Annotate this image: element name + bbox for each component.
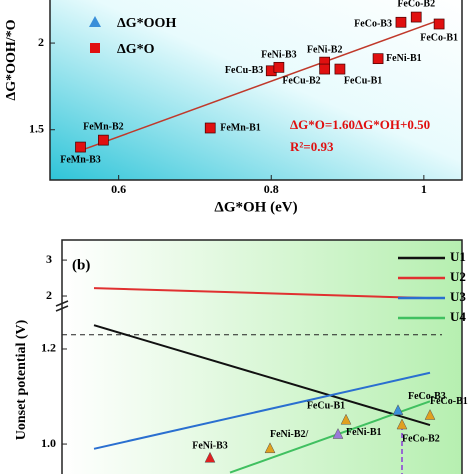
x-tick-label: 0.6 — [111, 182, 126, 196]
point-label: FeNi-B3 — [261, 50, 297, 61]
point — [395, 16, 407, 28]
y-tick-label: 2 — [38, 35, 44, 49]
y-tick-label: 1.5 — [29, 121, 44, 135]
legend-label: ΔG*OOH — [117, 16, 176, 31]
y-tick-label: 3 — [46, 252, 52, 266]
point — [433, 18, 445, 30]
point-label: FeCo-B2 — [397, 0, 435, 9]
axis-break — [55, 300, 69, 312]
y-tick-label: 1.0 — [41, 436, 56, 450]
point-label: FeMn-B3 — [60, 154, 101, 165]
point — [340, 413, 352, 425]
point — [204, 451, 216, 463]
y-label-a: ΔG*OOH/*O — [4, 19, 19, 100]
panel-label: (b) — [72, 257, 90, 273]
point — [424, 408, 436, 420]
point-label: FeCo-B2 — [402, 433, 440, 444]
legend-label: U2 — [450, 269, 466, 284]
x-label-a: ΔG*OH (eV) — [214, 199, 297, 215]
panel-b-frame — [61, 239, 463, 474]
point — [410, 11, 422, 23]
legend-marker — [90, 43, 100, 53]
y-label-b: Uonset potential (V) — [14, 319, 29, 440]
legend-label: ΔG*O — [117, 42, 155, 57]
point — [98, 134, 109, 146]
point-label: FeCo-B3 — [354, 19, 392, 30]
y-tick-label: 1.2 — [41, 341, 56, 355]
legend-label: U1 — [450, 249, 466, 264]
line — [93, 287, 431, 300]
point-label: FeMn-B1 — [220, 122, 261, 133]
point-label: FeNi-B2/ — [270, 429, 309, 440]
point-label: FeNi-B1 — [386, 53, 422, 64]
line — [93, 371, 431, 450]
point — [332, 427, 344, 439]
annotation: ΔG*O=1.60ΔG*OH+0.50 — [290, 117, 430, 132]
point — [273, 61, 285, 73]
point — [396, 418, 408, 430]
line — [93, 324, 431, 426]
point-label: FeCu-B1 — [344, 75, 382, 86]
point — [204, 122, 216, 134]
point — [319, 63, 331, 75]
point-label: FeCu-B1 — [307, 401, 345, 412]
point-label: FeMn-B2 — [83, 121, 124, 132]
legend-label: U3 — [450, 289, 466, 304]
x-tick-label: 1 — [421, 182, 427, 196]
fit-line — [80, 19, 440, 152]
point-label: FeCo-B3 — [408, 391, 446, 402]
legend-label: U4 — [450, 309, 466, 324]
point-label: FeCu-B3 — [225, 65, 263, 76]
point — [334, 63, 346, 75]
point — [75, 141, 86, 153]
annotation: R²=0.93 — [290, 139, 334, 154]
legend-marker — [89, 16, 101, 27]
x-tick-label: 0.8 — [264, 182, 279, 196]
panel-a-frame — [49, 0, 463, 181]
point-label: FeNi-B2 — [307, 44, 343, 55]
point-label: FeCo-B1 — [420, 32, 458, 43]
point-label: FeNi-B1 — [346, 427, 382, 438]
point — [392, 404, 404, 416]
point-label: FeNi-B3 — [192, 441, 228, 452]
point — [264, 442, 276, 454]
point-label: FeCu-B2 — [282, 75, 320, 86]
y-tick-label: 2 — [46, 288, 52, 302]
point — [372, 53, 384, 65]
point-label: FeCo-B1 — [430, 396, 468, 407]
